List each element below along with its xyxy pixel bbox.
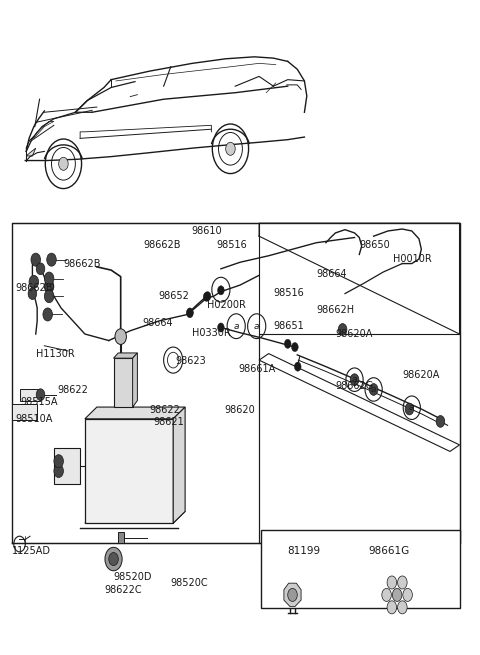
Text: H0200R: H0200R: [206, 300, 245, 310]
Polygon shape: [12, 404, 37, 420]
Circle shape: [54, 464, 63, 477]
Polygon shape: [114, 358, 132, 407]
Text: 98620A: 98620A: [402, 370, 440, 380]
Polygon shape: [54, 448, 80, 484]
Polygon shape: [26, 148, 36, 156]
Circle shape: [44, 280, 54, 293]
Circle shape: [36, 389, 45, 401]
Text: 98662B: 98662B: [144, 240, 181, 250]
Text: 98516: 98516: [216, 240, 247, 250]
Circle shape: [382, 588, 391, 601]
Polygon shape: [85, 419, 173, 523]
Circle shape: [294, 362, 301, 371]
Text: H0010R: H0010R: [393, 254, 432, 264]
Circle shape: [44, 290, 54, 303]
Circle shape: [387, 601, 396, 614]
Text: 98620: 98620: [225, 405, 255, 415]
Circle shape: [28, 288, 36, 299]
Text: 98610: 98610: [192, 226, 222, 236]
Circle shape: [54, 455, 63, 468]
Text: 81199: 81199: [288, 546, 321, 555]
Circle shape: [31, 253, 40, 266]
Polygon shape: [85, 407, 185, 419]
Circle shape: [43, 308, 52, 321]
Text: 98664: 98664: [142, 318, 173, 328]
Circle shape: [338, 324, 347, 335]
Text: 98621: 98621: [153, 417, 184, 427]
Circle shape: [288, 588, 297, 601]
Text: 98652: 98652: [159, 291, 190, 301]
Text: 98664: 98664: [316, 269, 347, 279]
Circle shape: [36, 263, 45, 274]
Text: a: a: [409, 403, 415, 412]
Circle shape: [45, 280, 53, 292]
Circle shape: [203, 292, 210, 301]
Text: a: a: [273, 546, 278, 555]
Circle shape: [392, 588, 402, 601]
Circle shape: [369, 384, 378, 396]
Circle shape: [217, 323, 224, 332]
Text: 98661A: 98661A: [239, 364, 276, 374]
Text: a: a: [352, 375, 357, 384]
Text: a: a: [218, 285, 224, 294]
Circle shape: [187, 309, 193, 318]
Polygon shape: [262, 530, 459, 608]
Circle shape: [187, 308, 193, 317]
Circle shape: [59, 157, 68, 170]
Circle shape: [226, 142, 235, 155]
Circle shape: [397, 576, 407, 589]
Text: 98622C: 98622C: [104, 585, 142, 595]
Circle shape: [403, 588, 412, 601]
Polygon shape: [20, 390, 39, 401]
Circle shape: [405, 403, 414, 415]
Text: 98622: 98622: [58, 385, 89, 395]
Text: 98520D: 98520D: [114, 572, 152, 582]
Circle shape: [291, 343, 298, 352]
Circle shape: [204, 291, 211, 301]
Text: H1130R: H1130R: [36, 348, 75, 358]
Polygon shape: [114, 353, 137, 358]
Text: 98662H: 98662H: [316, 305, 355, 315]
Circle shape: [387, 576, 396, 589]
Circle shape: [436, 415, 445, 427]
Text: H0330R: H0330R: [192, 328, 231, 338]
Polygon shape: [132, 353, 137, 407]
Text: 98661G: 98661G: [369, 546, 410, 555]
Text: 98662B: 98662B: [16, 284, 53, 293]
Text: 98662G: 98662G: [336, 381, 374, 391]
Text: 98520C: 98520C: [171, 578, 208, 588]
Circle shape: [217, 286, 224, 295]
Text: 98623: 98623: [176, 356, 206, 365]
Text: a: a: [233, 322, 239, 331]
Polygon shape: [118, 532, 124, 543]
Text: a: a: [371, 385, 376, 394]
Circle shape: [105, 548, 122, 571]
Text: 98622: 98622: [149, 405, 180, 415]
Text: a: a: [254, 322, 260, 331]
Text: 98651: 98651: [274, 321, 304, 331]
Text: 1125AD: 1125AD: [12, 546, 51, 555]
Circle shape: [284, 339, 291, 348]
Text: 98515A: 98515A: [21, 397, 58, 407]
Text: 98510A: 98510A: [16, 414, 53, 424]
Text: 98516: 98516: [274, 288, 304, 298]
Circle shape: [397, 601, 407, 614]
Text: 98662B: 98662B: [63, 259, 101, 269]
Polygon shape: [284, 583, 301, 607]
Circle shape: [350, 374, 359, 386]
Circle shape: [29, 275, 38, 288]
Text: 98650: 98650: [360, 240, 390, 250]
Circle shape: [44, 272, 54, 285]
Text: 98620A: 98620A: [336, 329, 373, 339]
Text: b: b: [354, 546, 360, 555]
Polygon shape: [173, 407, 185, 523]
Circle shape: [115, 329, 126, 345]
Polygon shape: [85, 512, 185, 523]
Circle shape: [47, 253, 56, 266]
Circle shape: [109, 553, 118, 565]
